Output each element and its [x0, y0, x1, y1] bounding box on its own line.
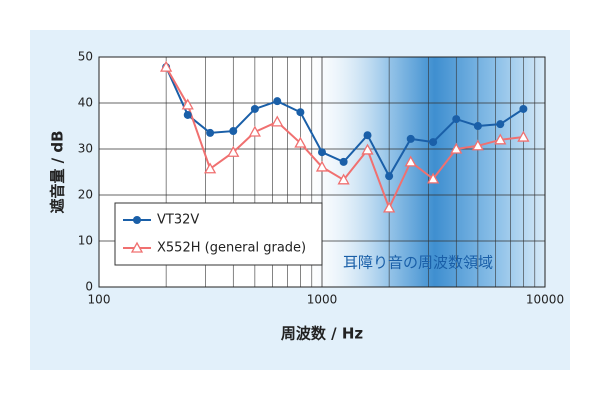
marker [271, 115, 284, 127]
marker [385, 172, 394, 181]
marker [517, 130, 530, 142]
marker [383, 201, 396, 213]
marker [471, 139, 484, 151]
y-tick-label: 50 [78, 50, 93, 64]
y-tick-label: 10 [78, 234, 93, 248]
marker [229, 127, 238, 136]
marker [160, 60, 173, 72]
legend-label: X552H (general grade) [157, 241, 306, 256]
plot-frame [98, 56, 546, 288]
x-tick-label: 1000 [307, 293, 338, 307]
marker [315, 160, 329, 172]
marker [450, 142, 463, 154]
marker [519, 104, 528, 113]
annotation: 耳障り音の周波数領域 [343, 254, 493, 272]
marker [361, 143, 374, 155]
x-tick-label: 10000 [526, 293, 564, 307]
marker [429, 138, 438, 147]
marker [250, 104, 259, 113]
marker [473, 122, 482, 130]
marker [494, 133, 507, 145]
marker [318, 148, 326, 157]
marker [294, 136, 307, 148]
marker [339, 157, 348, 166]
marker [406, 134, 415, 143]
marker [296, 108, 305, 117]
legend-label: VT32V [157, 213, 199, 228]
marker [248, 125, 261, 137]
marker [130, 241, 144, 253]
legend-box [114, 202, 323, 266]
x-tick-label: 100 [88, 293, 111, 307]
y-axis-label: 遮音量 / dB [49, 130, 67, 213]
marker [273, 97, 282, 106]
y-tick-label: 20 [78, 188, 93, 202]
marker [206, 128, 215, 137]
y-tick-label: 30 [78, 142, 93, 156]
marker [204, 162, 217, 174]
marker [133, 216, 141, 224]
marker [183, 110, 192, 119]
marker [227, 145, 240, 157]
marker [404, 155, 417, 167]
marker [337, 173, 350, 185]
marker [427, 172, 440, 184]
y-tick-label: 40 [78, 96, 93, 110]
marker [496, 120, 505, 129]
marker [363, 131, 372, 140]
marker [181, 98, 194, 110]
x-axis-label: 周波数 / Hz [281, 325, 363, 343]
y-tick-label: 0 [85, 280, 93, 294]
marker [452, 115, 461, 124]
